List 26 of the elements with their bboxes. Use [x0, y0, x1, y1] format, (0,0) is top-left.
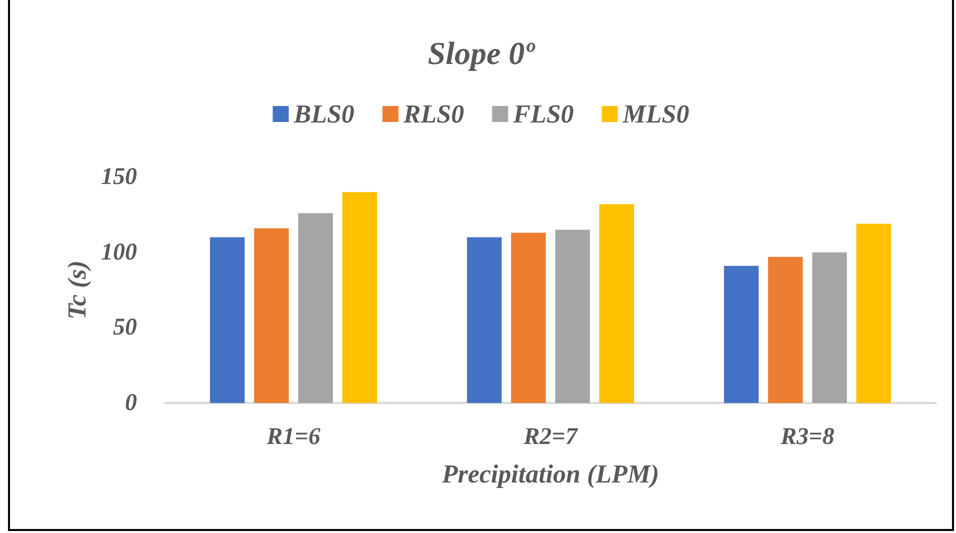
bar [856, 224, 892, 403]
bar [812, 252, 847, 403]
y-tick-label: 0 [125, 390, 137, 416]
legend-label: BLS0 [292, 100, 354, 128]
y-tick-label: 100 [101, 239, 137, 266]
bar [466, 237, 502, 403]
x-axis-title: Precipitation (LPM) [440, 460, 660, 488]
bar [210, 237, 245, 403]
bar [599, 204, 634, 403]
y-tick-label: 50 [113, 314, 137, 341]
bar [724, 266, 759, 403]
x-tick-label: R1=6 [266, 424, 320, 450]
chart-title: Slope 0º [428, 35, 536, 71]
legend-label: FLS0 [512, 100, 574, 128]
bar [555, 230, 590, 403]
bar [511, 232, 546, 403]
x-tick-label: R2=7 [522, 424, 578, 450]
bar [298, 213, 333, 403]
legend-label: RLS0 [402, 100, 464, 128]
x-tick-label: R3=8 [780, 424, 834, 450]
bar [254, 228, 289, 403]
legend-label: MLS0 [622, 100, 690, 128]
bar [768, 256, 803, 403]
y-axis-title: Tc (s) [62, 260, 92, 320]
bar [342, 192, 378, 403]
y-tick-label: 150 [101, 164, 137, 190]
